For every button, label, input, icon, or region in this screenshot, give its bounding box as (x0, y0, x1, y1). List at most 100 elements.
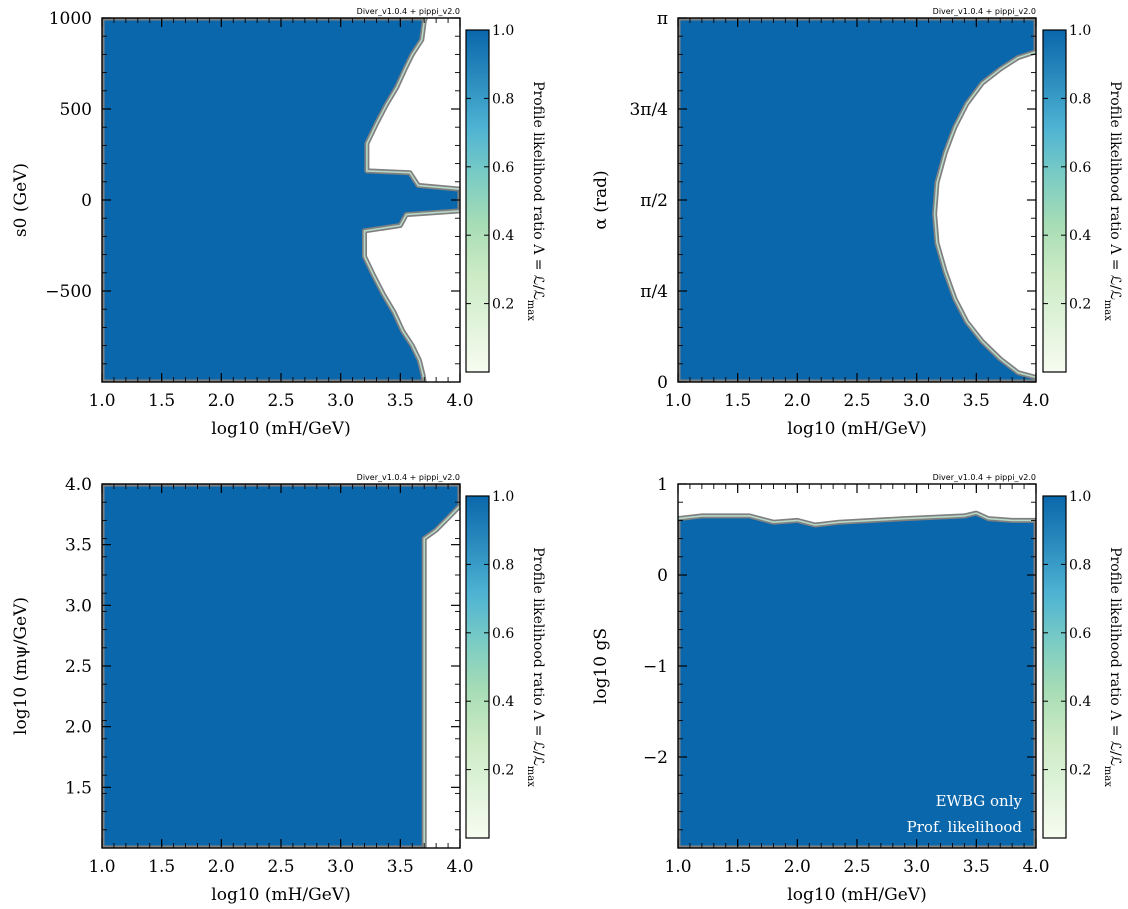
panel-2: 1.0 1.5 2.0 2.5 3.0 3.5 4.0 π 3π/4 π/2 π/4 0 log10 (… (591, 7, 1123, 439)
y-tick-label: 0 (81, 191, 92, 211)
x-tick-label: 1.0 (88, 391, 115, 411)
colorbar: 0.2 0.4 0.6 0.8 1.0 Profile likelihood ratio … (465, 23, 547, 373)
x-tick-label: 2.5 (267, 857, 294, 877)
credit-label: Diver_v1.0.4 + pippi_v2.0 (933, 473, 1036, 482)
colorbar-tick-label: 0.4 (492, 228, 514, 244)
y-axis-title: log10 gS (591, 628, 611, 704)
colorbar-tick-label: 0.2 (492, 763, 514, 779)
credit-label: Diver_v1.0.4 + pippi_v2.0 (933, 7, 1036, 16)
x-tick-label: 3.5 (963, 391, 990, 411)
y-tick-label: −1 (643, 657, 668, 677)
colorbar-gradient (1042, 29, 1067, 373)
colorbar: 0.2 0.4 0.6 0.8 1.0 Profile likelihood ratio … (1042, 23, 1124, 373)
colorbar-tick-label: 0.8 (492, 557, 514, 573)
colorbar-gradient (465, 29, 490, 373)
y-tick-label: 2.0 (65, 718, 92, 738)
colorbar-gradient (1042, 495, 1067, 839)
colorbar-tick-label: 1.0 (492, 489, 514, 505)
y-tick-label: −2 (643, 748, 668, 768)
annotation-text: EWBG only (936, 792, 1023, 810)
y-tick-label: 3.0 (65, 596, 92, 616)
y-axis-title: s0 (GeV) (11, 163, 31, 237)
panel-4: 1.0 1.5 2.0 2.5 3.0 3.5 4.0 1 0 −1 −2 log10 (mH/GeV… (591, 473, 1123, 905)
y-tick-label: 500 (60, 100, 92, 120)
y-ticks: 1000 500 0 −500 (45, 9, 460, 383)
panel-1: 1.0 1.5 2.0 2.5 3.0 3.5 4.0 1000 500 0 −500 log10 (… (11, 7, 546, 439)
panel-3: 1.0 1.5 2.0 2.5 3.0 3.5 4.0 4.0 3.5 3.0 2.5 2.0 1.5 l… (11, 473, 546, 905)
y-tick-label: 2.5 (65, 657, 92, 677)
colorbar-tick-label: 0.2 (492, 297, 514, 313)
x-tick-label: 1.5 (148, 391, 175, 411)
x-tick-label: 4.0 (446, 391, 473, 411)
annotation-text: Prof. likelihood (907, 818, 1023, 836)
x-ticks: 1.0 1.5 2.0 2.5 3.0 3.5 4.0 (664, 18, 1050, 411)
x-tick-label: 1.5 (724, 391, 751, 411)
x-axis-title: log10 (mH/GeV) (211, 419, 350, 439)
x-tick-label: 1.0 (664, 391, 691, 411)
colorbar-tick-label: 0.2 (1069, 297, 1091, 313)
x-tick-label: 2.5 (843, 391, 870, 411)
y-tick-label: −500 (45, 282, 92, 302)
x-tick-label: 3.5 (963, 857, 990, 877)
y-ticks: 1 0 −1 −2 (643, 475, 1036, 849)
colorbar-tick-label: 0.6 (492, 160, 514, 176)
colorbar-gradient (465, 495, 490, 839)
contour-line (678, 512, 1036, 526)
x-tick-label: 3.0 (903, 391, 930, 411)
colorbar-title: Profile likelihood ratio Λ = ℒ/ℒmax (526, 81, 547, 321)
y-tick-label: π/2 (640, 191, 668, 211)
colorbar-tick-label: 1.0 (492, 23, 514, 39)
contour-line (933, 51, 1036, 379)
y-tick-label: 0 (657, 373, 668, 393)
y-tick-label: 4.0 (65, 475, 92, 495)
colorbar-tick-label: 1.0 (1069, 23, 1091, 39)
colorbar-tick-label: 0.6 (1069, 626, 1091, 642)
x-tick-label: 1.5 (148, 857, 175, 877)
y-tick-label: π/4 (640, 282, 668, 302)
y-tick-label: 1000 (49, 9, 92, 29)
x-ticks: 1.0 1.5 2.0 2.5 3.0 3.5 4.0 (88, 484, 474, 877)
colorbar-tick-label: 0.6 (492, 626, 514, 642)
x-tick-label: 2.5 (843, 857, 870, 877)
contour-line (423, 505, 460, 848)
x-axis-title: log10 (mH/GeV) (787, 419, 926, 439)
x-tick-label: 3.5 (387, 857, 414, 877)
colorbar: 0.2 0.4 0.6 0.8 1.0 Profile likelihood ratio … (1042, 489, 1124, 839)
allowed-region (102, 484, 460, 848)
y-tick-label: 0 (657, 566, 668, 586)
x-tick-label: 2.0 (208, 391, 235, 411)
colorbar-tick-label: 0.8 (1069, 91, 1091, 107)
colorbar-title: Profile likelihood ratio Λ = ℒ/ℒmax (1103, 547, 1124, 787)
x-tick-label: 3.0 (327, 391, 354, 411)
credit-label: Diver_v1.0.4 + pippi_v2.0 (357, 7, 460, 16)
x-tick-label: 2.0 (208, 857, 235, 877)
y-tick-label: π (657, 9, 668, 29)
colorbar-title: Profile likelihood ratio Λ = ℒ/ℒmax (526, 547, 547, 787)
colorbar-tick-label: 0.4 (1069, 228, 1091, 244)
credit-label: Diver_v1.0.4 + pippi_v2.0 (357, 473, 460, 482)
y-tick-label: 1.5 (65, 778, 92, 798)
y-tick-label: 1 (657, 475, 668, 495)
colorbar-tick-label: 0.4 (1069, 694, 1091, 710)
colorbar-title: Profile likelihood ratio Λ = ℒ/ℒmax (1103, 81, 1124, 321)
x-tick-label: 3.0 (327, 857, 354, 877)
x-tick-label: 1.0 (664, 857, 691, 877)
x-tick-label: 1.5 (724, 857, 751, 877)
x-tick-label: 2.0 (784, 391, 811, 411)
x-ticks: 1.0 1.5 2.0 2.5 3.0 3.5 4.0 (88, 18, 474, 411)
y-axis-title: α (rad) (591, 170, 611, 229)
y-ticks: π 3π/4 π/2 π/4 0 (629, 9, 1036, 393)
x-tick-label: 4.0 (446, 857, 473, 877)
colorbar-tick-label: 0.8 (492, 91, 514, 107)
x-tick-label: 2.0 (784, 857, 811, 877)
x-axis-title: log10 (mH/GeV) (211, 885, 350, 905)
y-axis-title: log10 (mψ/GeV) (11, 597, 31, 735)
x-axis-title: log10 (mH/GeV) (787, 885, 926, 905)
y-tick-label: 3π/4 (629, 100, 668, 120)
colorbar-tick-label: 0.2 (1069, 763, 1091, 779)
x-tick-label: 4.0 (1022, 857, 1049, 877)
colorbar-tick-label: 0.4 (492, 694, 514, 710)
x-tick-label: 3.5 (387, 391, 414, 411)
y-ticks: 4.0 3.5 3.0 2.5 2.0 1.5 (65, 475, 460, 849)
